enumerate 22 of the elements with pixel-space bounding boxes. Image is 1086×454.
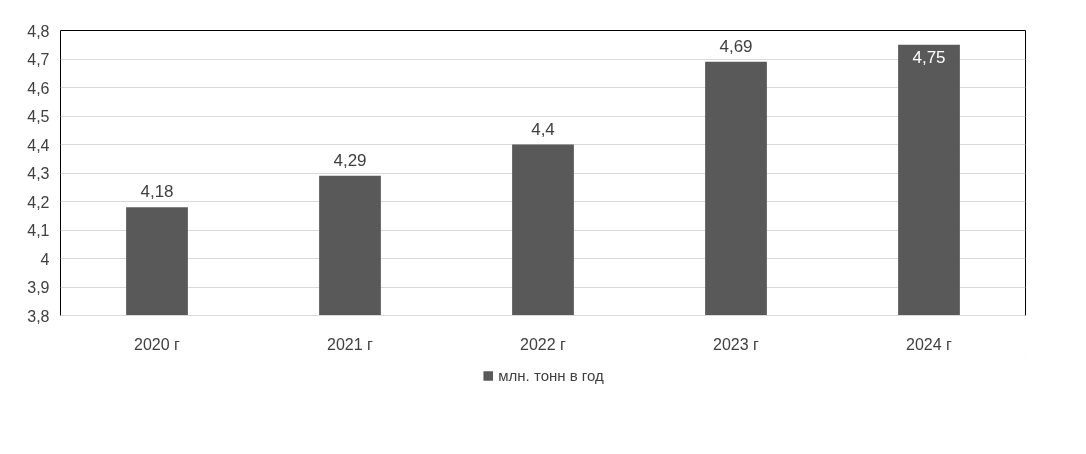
- data-label: 4,75: [912, 47, 946, 67]
- y-tick-label: 3,9: [27, 279, 50, 296]
- x-tick-label: 2023 г: [713, 335, 760, 353]
- y-tick-label: 4: [40, 250, 50, 268]
- y-tick-label: 4,1: [27, 222, 50, 239]
- y-tick-label: 4,2: [27, 193, 50, 211]
- data-label: 4,29: [333, 150, 367, 170]
- legend-label: млн. тонн в год: [498, 366, 604, 384]
- y-tick-label: 4,6: [27, 79, 50, 97]
- y-tick-label: 4,4: [27, 136, 50, 154]
- data-label: 4,4: [531, 119, 555, 139]
- x-tick-label: 2020 г: [134, 335, 181, 353]
- data-label: 4,69: [719, 36, 753, 56]
- y-tick-label: 4,8: [27, 22, 50, 40]
- y-tick-label: 3,8: [27, 307, 50, 325]
- y-tick-label: 4,3: [27, 165, 50, 182]
- y-tick-label: 4,5: [27, 108, 50, 125]
- x-tick-label: 2021 г: [327, 335, 374, 353]
- x-tick-label: 2022 г: [520, 335, 567, 353]
- y-tick-label: 4,7: [27, 51, 50, 68]
- data-label: 4,18: [140, 182, 174, 202]
- x-tick-label: 2024 г: [906, 335, 953, 353]
